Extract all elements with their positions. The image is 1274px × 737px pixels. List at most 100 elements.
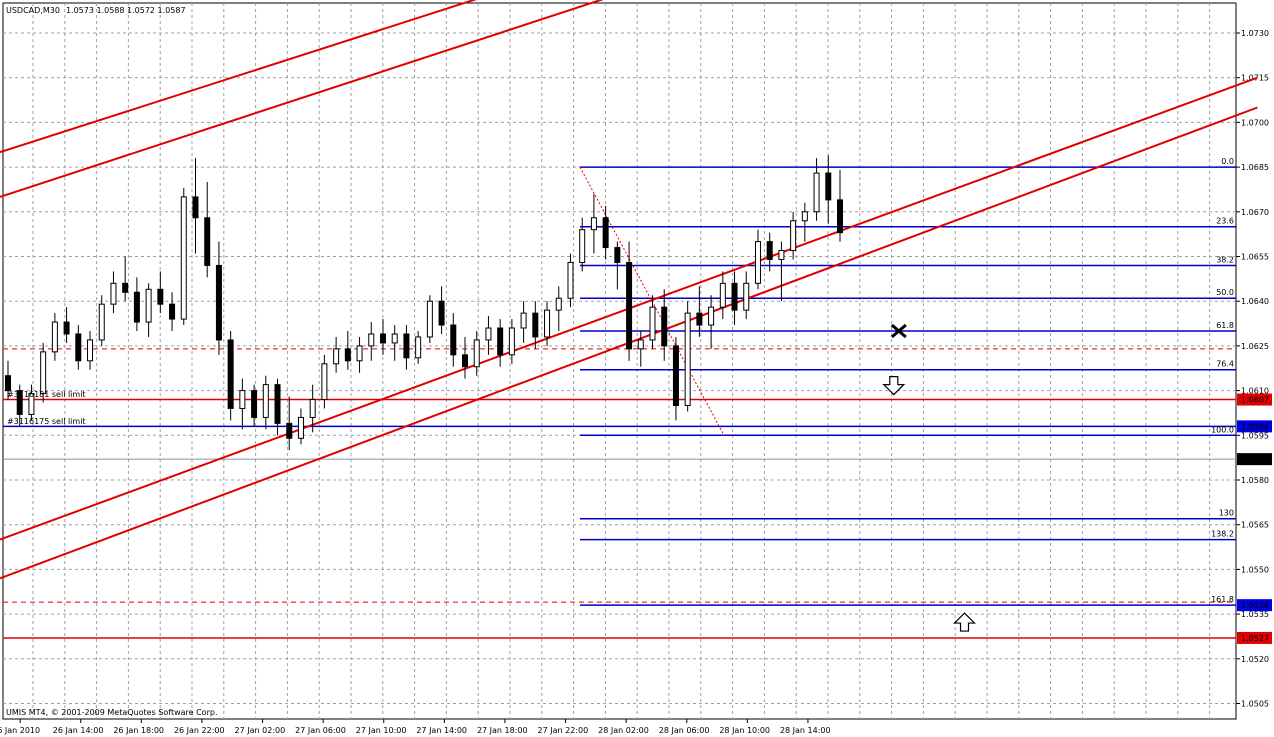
fibo-label: 50.0 (1216, 288, 1234, 297)
candle (790, 211, 797, 260)
candle (157, 271, 164, 314)
fibo-label: 76.4 (1216, 360, 1234, 369)
price-tag-label: 1.0598 (1241, 422, 1269, 431)
candle (180, 187, 187, 326)
y-tick-label: 1.0625 (1241, 342, 1269, 351)
candle (403, 325, 410, 370)
candle (239, 378, 246, 430)
candle (51, 313, 58, 361)
candle (462, 336, 469, 379)
y-tick-label: 1.0700 (1241, 118, 1269, 127)
candle (825, 155, 832, 224)
candle (766, 232, 773, 272)
candle-body (28, 393, 35, 415)
candle (227, 331, 234, 421)
candle (508, 319, 515, 364)
candle (555, 286, 562, 331)
candle-body (637, 339, 644, 350)
candle-body (5, 375, 11, 392)
fibo-label: 100.0 (1211, 425, 1234, 434)
fibo-trend-line (579, 166, 725, 436)
candle-body (297, 416, 304, 439)
candle-body (602, 217, 609, 249)
symbol-label: USDCAD,M30 (6, 6, 60, 15)
candle (544, 301, 551, 346)
candle-body (63, 321, 70, 335)
candle-body (719, 282, 726, 308)
candle (520, 301, 527, 343)
candle-body (286, 422, 293, 439)
candle-body (157, 288, 164, 305)
candle (204, 182, 211, 278)
candle-body (438, 300, 445, 326)
price-tag-box (1237, 599, 1272, 612)
candle (344, 331, 351, 370)
candle-body (333, 348, 340, 365)
candle (333, 336, 340, 373)
fibo-label: 138.2 (1211, 530, 1234, 539)
candle-body (555, 297, 562, 311)
order-label-2: #3116175 sell limit (7, 417, 86, 426)
candle-body (778, 250, 785, 260)
candle (696, 286, 703, 337)
candle-body (462, 354, 469, 368)
copyright: UMIS MT4, © 2001-2009 MetaQuotes Softwar… (6, 708, 218, 717)
candle (274, 378, 281, 436)
candle-body (169, 303, 176, 320)
price-tag-label: 1.0607 (1241, 396, 1269, 405)
candle-body (813, 172, 820, 213)
candle-body (473, 339, 480, 368)
candle (169, 292, 176, 331)
candle-body (708, 306, 715, 326)
candle-body (801, 211, 808, 222)
candle (813, 158, 820, 221)
candle (122, 256, 129, 302)
fibo-label: 38.2 (1216, 255, 1234, 264)
arrows (882, 323, 976, 632)
candle-body (110, 282, 117, 305)
down-arrow-icon (882, 376, 906, 396)
y-tick-label: 1.0730 (1241, 29, 1269, 38)
price-tag-box (1237, 420, 1272, 433)
x-tick-label: 26 Jan 18:00 (113, 726, 164, 735)
candle-body (743, 282, 750, 311)
candle (719, 271, 726, 320)
candle (426, 295, 433, 343)
candle (778, 241, 785, 302)
candle (754, 229, 761, 290)
price-tag-box (1237, 453, 1272, 466)
grid (3, 3, 1236, 719)
y-tick-label: 1.0610 (1241, 387, 1269, 396)
candle (251, 384, 258, 427)
candle (743, 271, 750, 320)
candle (438, 286, 445, 334)
candle-body (391, 333, 398, 344)
candle-body (356, 345, 363, 362)
candle (626, 241, 633, 361)
candle-body (684, 312, 691, 406)
candle (297, 408, 304, 445)
candle-body (672, 345, 679, 406)
candle (473, 331, 480, 376)
candle-body (485, 327, 492, 341)
chart-header: USDCAD,M30 1.0573 1.0588 1.0572 1.0587 (6, 6, 186, 15)
candle-body (16, 390, 23, 415)
y-tick-label: 1.0640 (1241, 297, 1269, 306)
y-tick-label: 1.0595 (1241, 431, 1269, 440)
channel-line (0, 0, 477, 154)
x-axis: 26 Jan 2010 26 Jan 14:00 26 Jan 18:00 26 Ja… (0, 719, 831, 735)
price-tag-label: 1.0587 (1241, 455, 1269, 464)
candle (579, 217, 586, 272)
price-tag-label: 1.0538 (1241, 601, 1269, 610)
candle-body (825, 172, 832, 201)
candle (145, 283, 152, 337)
x-tick-label: 27 Jan 18:00 (477, 726, 528, 735)
y-tick-label: 1.0685 (1241, 163, 1269, 172)
candle-body (274, 384, 281, 424)
price-tag-box (1237, 631, 1272, 644)
x-tick-label: 26 Jan 14:00 (53, 726, 104, 735)
candle (708, 295, 715, 349)
y-tick-label: 1.0535 (1241, 610, 1269, 619)
y-tick-label: 1.0655 (1241, 253, 1269, 262)
candles (5, 155, 843, 451)
